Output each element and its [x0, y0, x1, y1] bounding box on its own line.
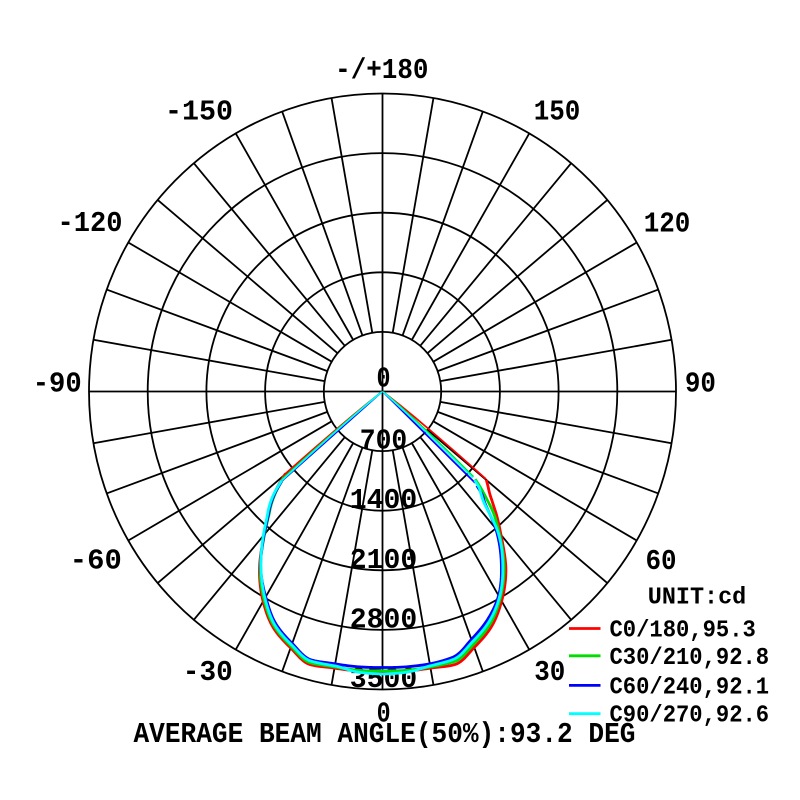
- svg-text:C30/210,92.8: C30/210,92.8: [610, 645, 770, 672]
- svg-text:-/+180: -/+180: [335, 54, 428, 87]
- svg-text:150: 150: [534, 95, 581, 128]
- svg-text:60: 60: [645, 545, 676, 578]
- svg-text:-30: -30: [183, 656, 233, 689]
- svg-text:1400: 1400: [350, 484, 418, 517]
- svg-text:700: 700: [360, 425, 408, 458]
- svg-text:C90/270,92.6: C90/270,92.6: [610, 703, 770, 730]
- svg-text:120: 120: [644, 207, 691, 240]
- svg-text:30: 30: [534, 656, 565, 689]
- svg-text:-150: -150: [165, 95, 233, 128]
- svg-text:90: 90: [685, 367, 716, 400]
- svg-text:-90: -90: [33, 368, 82, 401]
- svg-text:C60/240,92.1: C60/240,92.1: [610, 674, 770, 701]
- svg-text:UNIT:cd: UNIT:cd: [648, 585, 747, 612]
- svg-text:2100: 2100: [350, 544, 418, 577]
- svg-text:0: 0: [377, 698, 391, 731]
- svg-text:-60: -60: [70, 545, 122, 578]
- svg-text:AVERAGE BEAM ANGLE(50%):93.2 D: AVERAGE BEAM ANGLE(50%):93.2 DEG: [134, 718, 636, 751]
- svg-text:0: 0: [377, 362, 391, 395]
- svg-text:2800: 2800: [350, 603, 418, 636]
- svg-text:-120: -120: [58, 207, 123, 240]
- svg-text:C0/180,95.3: C0/180,95.3: [610, 618, 756, 645]
